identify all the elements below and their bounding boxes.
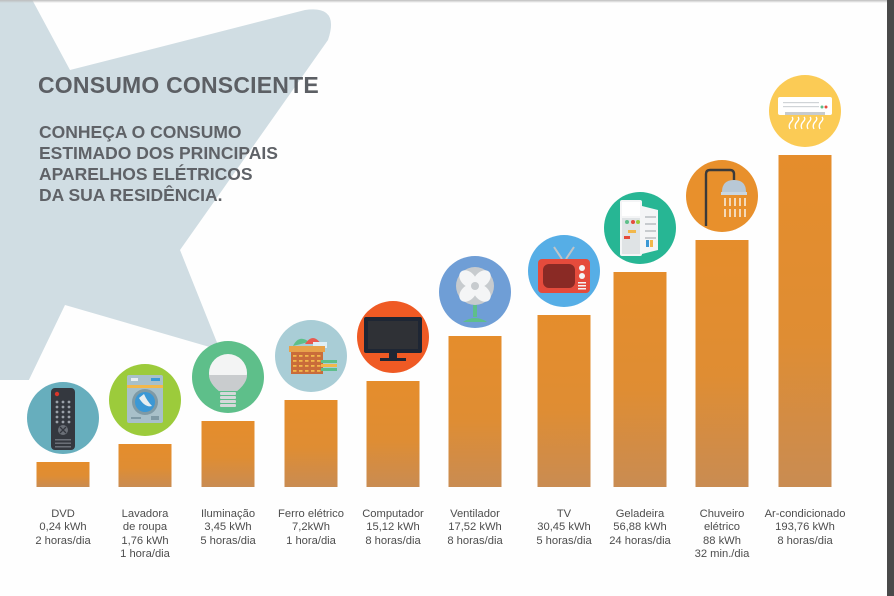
usage-label: 1 hora/dia [120, 548, 170, 561]
value-label: 3,45 kWh [204, 521, 252, 534]
category-name: elétrico [703, 521, 741, 534]
bar-ferro-el-trico [284, 400, 338, 487]
icons-group [27, 75, 841, 454]
remote-control-icon [27, 382, 99, 454]
category-name: Lavadora [121, 508, 169, 520]
usage-label: 5 horas/dia [200, 534, 256, 547]
category-name: Geladeira [615, 508, 665, 520]
category-label: Iluminação 3,45 kWh 5 horas/dia [173, 508, 283, 548]
laundry-basket-icon [275, 320, 347, 392]
value-label: 17,52 kWh [448, 521, 502, 534]
category-label: DVD 0,24 kWh 2 horas/dia [8, 508, 118, 548]
page-subtitle: CONHEÇA O CONSUMO ESTIMADO DOS PRINCIPAI… [39, 122, 278, 205]
bars-group [36, 155, 832, 487]
value-label: 193,76 kWh [775, 521, 835, 534]
category-name: Ventilador [450, 508, 500, 520]
light-bulb-icon [192, 341, 264, 413]
bar-tv [537, 315, 591, 487]
star-shape [0, 0, 332, 380]
category-label: Geladeira 56,88 kWh 24 horas/dia [585, 508, 695, 548]
star-background-shape [0, 0, 332, 380]
bar-ar-condicionado [778, 155, 832, 487]
bar-ilumina-o [201, 421, 255, 487]
category-name: de roupa [122, 521, 168, 534]
usage-label: 5 horas/dia [536, 534, 592, 547]
value-label: 7,2kWh [292, 521, 330, 534]
bar-chuveiro-el-trico [695, 240, 749, 487]
value-label: 88 kWh [703, 534, 741, 547]
usage-label: 2 horas/dia [35, 534, 91, 547]
category-label: Ventilador 17,52 kWh 8 horas/dia [420, 508, 530, 548]
page-title: CONSUMO CONSCIENTE [38, 72, 319, 98]
category-name: TV [556, 508, 572, 520]
air-conditioner-icon [769, 75, 841, 147]
bar-ventilador [448, 336, 502, 487]
category-label: Ferro elétrico 7,2kWh 1 hora/dia [256, 508, 366, 548]
washing-machine-icon-glyph [127, 375, 163, 423]
viewer-scrollbar-edge[interactable] [887, 0, 894, 596]
fan-icon-glyph [456, 267, 494, 322]
washing-machine-icon [109, 364, 181, 436]
bar-computador [366, 381, 420, 487]
shower-icon-glyph [704, 168, 747, 226]
laundry-basket-icon-glyph [289, 338, 337, 374]
tv-icon [528, 235, 600, 307]
value-label: 15,12 kWh [366, 521, 420, 534]
value-label: 0,24 kWh [39, 521, 87, 534]
category-label: Ar-condicionado 193,76 kWh 8 horas/dia [750, 508, 860, 548]
category-name: DVD [51, 508, 75, 520]
bar-geladeira [613, 272, 667, 487]
monitor-icon-glyph [364, 317, 422, 361]
category-name: Ferro elétrico [278, 508, 344, 520]
monitor-icon [357, 301, 429, 373]
shower-icon [686, 160, 758, 232]
bar-lavadora-de-roupa [118, 444, 172, 487]
usage-label: 24 horas/dia [609, 534, 671, 547]
category-name: Iluminação [200, 508, 256, 520]
value-label: 1,76 kWh [121, 534, 169, 547]
category-name: Ar-condicionado [764, 508, 846, 520]
usage-label: 8 horas/dia [365, 534, 421, 547]
category-name: Computador [362, 508, 424, 520]
usage-label: 8 horas/dia [777, 534, 833, 547]
usage-label: 8 horas/dia [447, 534, 503, 547]
air-conditioner-icon-glyph [778, 97, 832, 130]
remote-control-icon-glyph [51, 388, 75, 450]
usage-label: 32 min./dia [694, 548, 750, 561]
category-label: Lavadora de roupa 1,76 kWh 1 hora/dia [90, 508, 200, 562]
refrigerator-icon-glyph [620, 200, 658, 256]
category-label: Computador 15,12 kWh 8 horas/dia [338, 508, 448, 548]
fan-icon [439, 256, 511, 328]
category-label: TV 30,45 kWh 5 horas/dia [509, 508, 619, 548]
bar-dvd [36, 462, 90, 487]
value-label: 30,45 kWh [537, 521, 591, 534]
category-label: Chuveiro elétrico 88 kWh 32 min./dia [667, 508, 777, 562]
category-name: Chuveiro [699, 508, 745, 520]
light-bulb-icon-glyph [209, 354, 247, 407]
value-label: 56,88 kWh [613, 521, 667, 534]
tv-icon-glyph [538, 246, 590, 293]
refrigerator-icon [604, 192, 676, 264]
usage-label: 1 hora/dia [286, 534, 336, 547]
page-top-shadow [0, 0, 887, 3]
